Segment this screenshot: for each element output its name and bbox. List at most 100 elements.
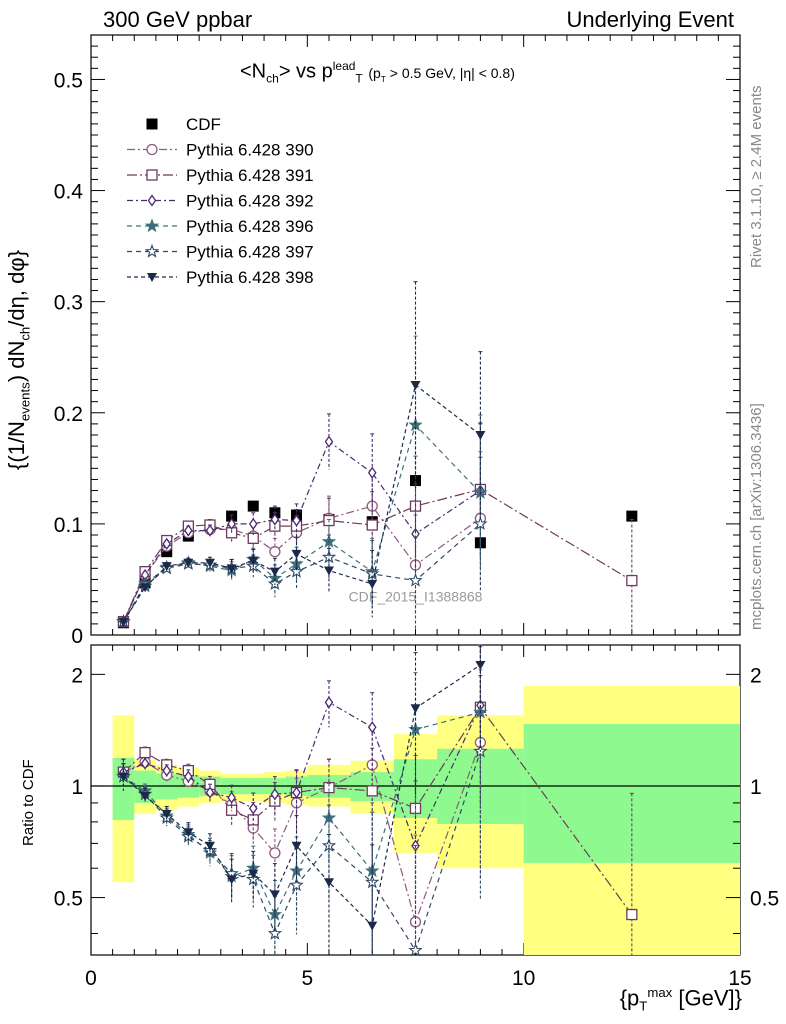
header-left-label: 300 GeV ppbar [103, 7, 253, 32]
ratio-y-tick-label: 1 [71, 776, 83, 799]
series-pythia-6-428-390-point [269, 546, 281, 558]
series-pythia-6-428-398-point [118, 617, 129, 627]
ratio-series-pythia-6-428-392-point [248, 802, 258, 815]
ratio-series-pythia-6-428-398-point [367, 921, 378, 931]
legend-pythia-6-428-396-swatch [144, 218, 160, 233]
legend-cdf-label: CDF [186, 115, 221, 134]
series-pythia-6-428-392-point [270, 513, 280, 526]
xlabel-pre: {p [619, 985, 640, 1011]
legend-pythia-6-428-398-label: Pythia 6.428 398 [186, 268, 314, 287]
series-pythia-6-428-392-point [184, 524, 193, 537]
series-pythia-6-428-392-point [162, 537, 172, 551]
series-pythia-6-428-398 [118, 281, 486, 627]
legend-pythia-6-428-396-label: Pythia 6.428 396 [186, 217, 314, 236]
series-pythia-6-428-397-point [408, 573, 423, 587]
main-y-tick-label: 0.3 [54, 292, 83, 315]
series-pythia-6-428-391-point [626, 574, 638, 587]
ratio-series-pythia-6-428-392-point [324, 696, 334, 709]
ratio-series-pythia-6-428-392-point [184, 770, 193, 783]
ratio-panel: 0 5 10 15 0.5 0.5 1 1 2 2 [54, 644, 779, 990]
ratio-series-pythia-6-428-398-point [118, 772, 129, 782]
title-main-sub2: T [355, 71, 363, 86]
title-cuts-post: > 0.5 GeV, |η| < 0.8) [385, 64, 515, 81]
legend-pythia-6-428-390-swatch [146, 143, 158, 156]
series-pythia-6-428-398-point [410, 381, 421, 390]
legend-pythia-6-428-391-label: Pythia 6.428 391 [186, 166, 314, 185]
title-main-mid: > vs p [278, 60, 333, 83]
legend-pythia-6-428-391-swatch [146, 169, 158, 181]
series-pythia-6-428-398-point [204, 558, 215, 568]
series-pythia-6-428-398-point [248, 556, 259, 566]
ratio-series-pythia-6-428-392-point [205, 786, 215, 799]
main-y-tick-label: 0.2 [54, 403, 83, 426]
series-pythia-6-428-397-line [122, 523, 481, 623]
ratio-y-tick-label: 0.5 [54, 888, 83, 911]
series-pythia-6-428-398-point [291, 549, 302, 559]
ratio-series-pythia-6-428-398-point [291, 841, 302, 851]
series-cdf-point [247, 500, 259, 512]
title-cuts-pre: (p [368, 64, 381, 81]
ratio-series-pythia-6-428-398-point [204, 841, 215, 851]
title-cuts: (pT > 0.5 GeV, |η| < 0.8) [368, 64, 515, 84]
ratio-series-pythia-6-428-398-point [475, 660, 486, 670]
header-right-label: Underlying Event [566, 7, 734, 32]
ratio-series-pythia-6-428-398-point [183, 828, 194, 838]
xlabel-sup: max [647, 985, 673, 1000]
title-main-sub: ch [266, 71, 279, 86]
series-pythia-6-428-398-point [367, 579, 378, 589]
ratio-y-tick-label-right: 0.5 [750, 888, 779, 911]
x-tick-label: 15 [728, 967, 751, 990]
series-pythia-6-428-396 [116, 335, 488, 628]
ratio-series-pythia-6-428-392-point [162, 764, 172, 777]
series-pythia-6-428-392-point [411, 527, 420, 541]
series-pythia-6-428-398-point [183, 558, 194, 568]
series-pythia-6-428-392-point [292, 514, 301, 527]
title-main-sup: lead [332, 59, 356, 73]
ratio-series-pythia-6-428-398-point [248, 869, 259, 879]
x-tick-label: 10 [512, 967, 535, 990]
ratio-series-pythia-6-428-398-point [161, 810, 172, 820]
series-pythia-6-428-392-point [367, 466, 377, 479]
ratio-series-pythia-6-428-398 [118, 644, 486, 955]
x-tick-label: 0 [85, 967, 97, 990]
main-y-tick-label: 0.4 [54, 181, 84, 204]
ratio-series-pythia-6-428-392-point [367, 721, 377, 734]
series-pythia-6-428-392-point [227, 517, 236, 531]
ratio-series-pythia-6-428-397-point [289, 877, 304, 892]
ratio-y-tick-label-right: 1 [750, 776, 762, 799]
series-pythia-6-428-392-point [205, 524, 215, 537]
ratio-y-tick-label: 2 [71, 664, 83, 687]
series-pythia-6-428-398-point [140, 583, 151, 593]
ratio-series-pythia-6-428-398-point [269, 890, 280, 900]
series-pythia-6-428-397-point [473, 516, 488, 530]
ratio-series-pythia-6-428-397-point [267, 925, 283, 940]
legend-pythia-6-428-392-swatch [147, 194, 157, 207]
ratio-series-pythia-6-428-391-point [323, 781, 335, 794]
legend-pythia-6-428-397-swatch [144, 243, 160, 258]
ratio-y-tick-label-right: 2 [750, 664, 762, 687]
main-y-tick-label: 0.5 [54, 69, 83, 92]
ratio-series-pythia-6-428-392-point [270, 788, 280, 801]
xlabel-post: [GeV]} [672, 985, 742, 1011]
legend-pythia-6-428-397-label: Pythia 6.428 397 [186, 243, 314, 262]
ratio-series-pythia-6-428-398-point [410, 704, 421, 714]
series-pythia-6-428-398-point [161, 562, 172, 572]
series-cdf-point [626, 510, 638, 522]
ratio-series-pythia-6-428-398-point [140, 791, 151, 801]
series-pythia-6-428-391-point [366, 519, 378, 531]
ratio-series-pythia-6-428-398-point [323, 878, 334, 888]
ratio-series-pythia-6-428-391-point [225, 804, 238, 816]
ratio-series-pythia-6-428-398-point [226, 875, 237, 885]
ratio-series-pythia-6-428-391-point [626, 908, 638, 921]
legend-pythia-6-428-392-label: Pythia 6.428 392 [186, 192, 314, 211]
title-cuts-sub: T [380, 73, 386, 84]
plot-title: <Nch> vs pleadT (pT > 0.5 GeV, |η| < 0.8… [240, 60, 515, 85]
ratio-series-pythia-6-428-397-point [408, 942, 423, 957]
main-panel: 00.10.20.30.40.5CDF_2015_I1388868CDFPyth… [54, 34, 741, 648]
legend-pythia-6-428-398-swatch [147, 273, 157, 282]
xlabel-sub: T [639, 998, 648, 1014]
legend-cdf-swatch [146, 118, 158, 130]
main-y-tick-label: 0.1 [54, 514, 83, 537]
ratio-series-pythia-6-428-392-point [227, 791, 236, 804]
